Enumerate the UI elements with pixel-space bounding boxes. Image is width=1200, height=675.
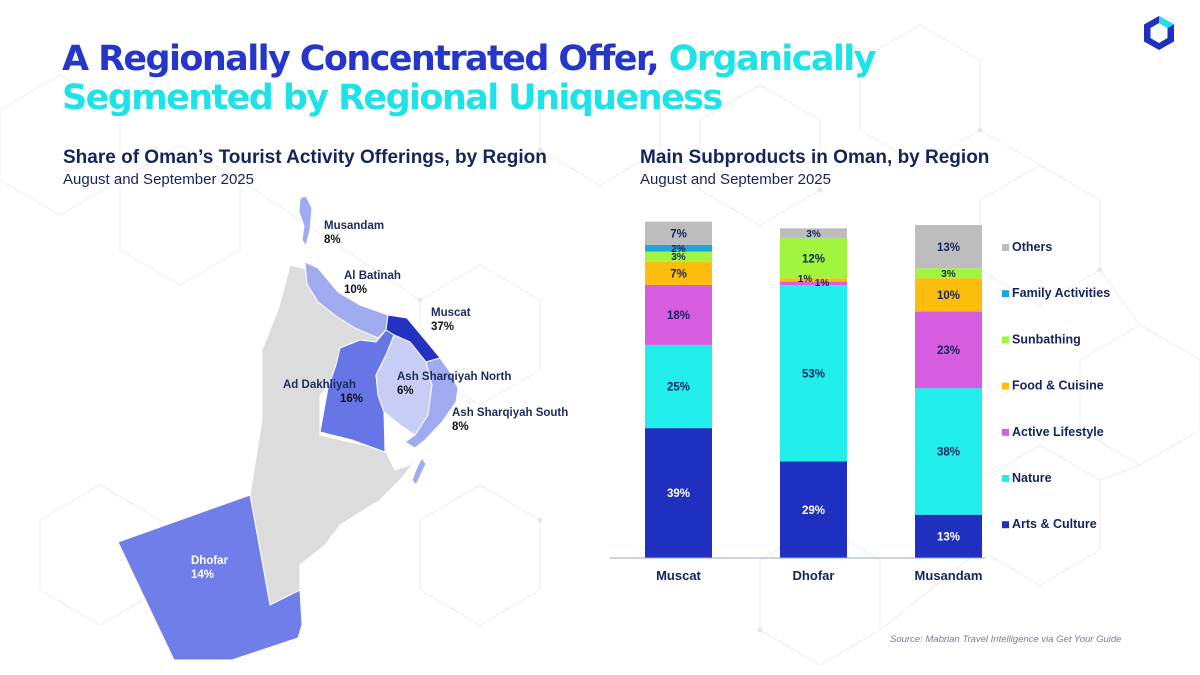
data-label: 10% [937,290,960,302]
bar-segment-muscat-sunbathing [645,251,712,262]
bar-segment-muscat-arts-culture [645,428,712,558]
bar-segment-dhofar-active-lifestyle [780,281,847,285]
region-ash-sharqiyah-south [404,357,459,486]
legend-swatch [1002,382,1009,390]
map-label-ash-sharqiyah-north: Ash Sharqiyah North 6% [397,371,512,397]
data-label: 1% [798,274,813,285]
data-label: 3% [806,229,821,240]
legend-label: Others [1012,240,1052,254]
map-label-ad-dakhliyah: Ad Dakhliyah 16% [283,379,364,405]
legend-swatch [1002,244,1009,251]
bar-segment-musandam-sunbathing [915,268,982,279]
oman-region-map: Musandam 8% Al Batinah 10% Muscat 37% Ad… [0,190,600,660]
bar-segment-dhofar-nature [780,284,847,462]
map-title: Share of Oman’s Tourist Activity Offerin… [63,147,547,168]
legend-swatch [1002,475,1009,482]
legend-swatch [1002,428,1009,436]
hexagon-logo-icon [1144,16,1174,50]
bar-segment-musandam-nature [915,388,982,515]
legend-swatch [1002,521,1009,529]
legend-label: Nature [1012,471,1052,485]
legend-label: Arts & Culture [1012,517,1097,531]
bar-segment-dhofar-food-cuisine [780,278,847,282]
map-label-ash-sharqiyah-south: Ash Sharqiyah South 8% [452,407,569,433]
headline: A Regionally Concentrated Offer, Organic… [62,40,1062,118]
data-label: 1% [815,278,830,289]
data-label: 29% [802,505,825,517]
data-label: 13% [937,531,960,543]
data-label: 53% [802,368,825,380]
data-label: 2% [671,244,686,255]
map-label-muscat: Muscat 37% [431,307,471,333]
map-label-musandam: Musandam 8% [324,220,385,246]
chart-subtitle: August and September 2025 [640,171,831,188]
headline-part1: A Regionally Concentrated Offer, [62,39,660,79]
bar-segment-musandam-arts-culture [915,514,982,558]
bar-segment-muscat-others [645,221,712,245]
source-note: Source: Mabrian Travel Intelligence via … [890,634,1122,645]
region-musandam [298,195,313,248]
data-label: 23% [937,345,960,357]
bar-segment-musandam-others [915,225,982,269]
region-al-batinah [304,261,389,339]
bar-segment-dhofar-sunbathing [780,238,847,279]
map-label-al-batinah: Al Batinah 10% [344,270,401,296]
data-label: 38% [937,447,960,459]
data-label: 7% [670,228,687,240]
bar-segment-muscat-active-lifestyle [645,284,712,345]
region-ash-sharqiyah-north [375,334,433,436]
x-tick-label: Dhofar [793,568,835,583]
legend-swatch [1002,336,1009,344]
legend-label: Food & Cuisine [1012,379,1104,393]
legend-label: Sunbathing [1012,332,1081,346]
data-label: 13% [937,242,960,254]
data-label: 3% [941,269,956,280]
headline-part2: Organically [668,39,877,79]
chart-title: Main Subproducts in Oman, by Region [640,147,990,168]
data-label: 7% [670,268,687,280]
legend-label: Active Lifestyle [1012,425,1104,439]
map-label-dhofar: Dhofar 14% [191,555,229,581]
bar-segment-musandam-active-lifestyle [915,311,982,389]
legend-swatch [1002,290,1009,298]
bar-segment-musandam-food-cuisine [915,278,982,312]
data-label: 12% [802,253,825,265]
bar-segment-dhofar-others [780,228,847,239]
bar-segment-muscat-family-activities [645,244,712,252]
x-tick-label: Musandam [915,568,983,583]
legend-label: Family Activities [1012,286,1110,300]
data-label: 3% [671,252,686,263]
data-label: 18% [667,310,690,322]
headline-line2: Segmented by Regional Uniqueness [62,78,723,118]
x-tick-label: Muscat [656,568,701,583]
bar-segment-muscat-food-cuisine [645,261,712,285]
stacked-bar-chart: 39%25%18%7%3%2%7%Muscat29%53%12%3%Dhofar… [610,221,1110,583]
map-subtitle: August and September 2025 [63,171,254,188]
region-dhofar [117,494,303,660]
data-label: 39% [667,488,690,500]
data-label: 25% [667,382,690,394]
bar-segment-muscat-nature [645,344,712,429]
bar-segment-dhofar-arts-culture [780,461,847,558]
